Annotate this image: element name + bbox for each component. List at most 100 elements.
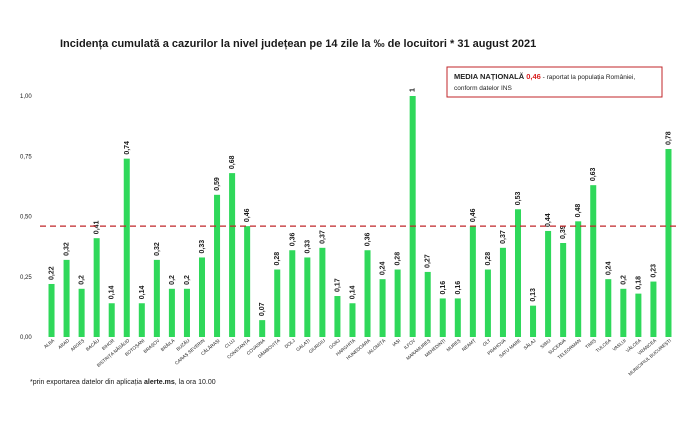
bar: [274, 269, 281, 337]
x-tick-label: OLT: [482, 338, 492, 347]
footnote-bold: alerte.ms: [144, 379, 175, 386]
note-prefix: MEDIA NAȚIONALĂ: [454, 72, 526, 81]
bar: [590, 185, 597, 337]
x-tick-label: BRAȘOV: [143, 337, 162, 354]
value-label: 0,33: [304, 240, 311, 254]
value-label: 0,14: [139, 286, 146, 300]
value-label: 0,32: [154, 242, 161, 256]
bar: [289, 250, 296, 337]
value-label: 0,74: [124, 141, 131, 155]
bar: [153, 259, 160, 337]
bar: [545, 230, 552, 337]
note-text: - raportat la populația României,: [541, 74, 635, 81]
footnote-text: *prin exportarea datelor din aplicația: [30, 379, 144, 386]
value-label: 0,37: [500, 230, 507, 244]
y-tick-label: 0,75: [20, 154, 32, 160]
y-tick-label: 0,00: [20, 335, 32, 341]
bar: [259, 320, 266, 337]
x-tick-label: TULCEA: [595, 337, 613, 353]
bar: [63, 259, 70, 337]
x-tick-label: SIBIU: [539, 338, 551, 350]
value-label: 0,28: [485, 252, 492, 266]
bar: [78, 288, 85, 337]
bar: [394, 269, 401, 337]
bar: [484, 269, 491, 337]
value-label: 0,2: [169, 275, 176, 285]
value-label: 0,13: [530, 288, 537, 302]
bar: [198, 257, 206, 337]
bar: [439, 298, 446, 337]
value-label: 0,23: [650, 264, 657, 278]
x-tick-label: BRĂILA: [159, 337, 176, 353]
value-label: 0,48: [575, 204, 582, 218]
value-label: 0,36: [289, 233, 296, 247]
value-label: 0,32: [64, 242, 71, 256]
bar: [93, 238, 100, 337]
value-label: 0,36: [365, 233, 372, 247]
bar: [108, 303, 115, 337]
x-tick-label: CLUJ: [224, 338, 236, 349]
value-label: 0,2: [620, 275, 627, 285]
chart-title: Incidența cumulată a cazurilor la nivel …: [60, 38, 536, 50]
bar: [499, 247, 506, 337]
bar: [364, 250, 371, 337]
value-label: 0,27: [425, 254, 432, 268]
value-label: 1: [410, 88, 417, 92]
y-axis: 0,00 0,25 0,50 0,75 1,00: [20, 94, 32, 341]
note-line1: MEDIA NAȚIONALĂ 0,46 - raportat la popul…: [454, 72, 635, 81]
bar: [214, 194, 221, 337]
x-tick-label: ARGEȘ: [70, 338, 86, 352]
value-label: 0,16: [455, 281, 462, 295]
value-label: 0,24: [605, 261, 612, 275]
x-tick-label: MUREȘ: [446, 338, 462, 352]
value-label: 0,53: [515, 192, 522, 206]
x-tick-label: SĂLAJ: [522, 337, 537, 351]
bar: [650, 281, 657, 337]
value-label: 0,28: [395, 252, 402, 266]
value-labels-group: 0,22 0,32 0,2 0,41 0,14 0,74 0,14 0,32 0,2 0,2 0,3…: [49, 88, 673, 316]
value-label: 0,2: [79, 275, 86, 285]
value-label: 0,16: [440, 281, 447, 295]
value-label: 0,44: [545, 213, 552, 227]
footnote-suffix: , la ora 10.00: [175, 379, 216, 386]
bar: [334, 296, 341, 337]
value-label: 0,18: [635, 276, 642, 290]
x-tick-label: NEAMȚ: [461, 338, 477, 352]
bar: [123, 158, 130, 337]
note-value: 0,46: [526, 72, 541, 81]
value-label: 0,28: [274, 252, 281, 266]
value-label: 0,2: [184, 275, 191, 285]
bar: [635, 293, 642, 337]
bar: [229, 173, 236, 337]
value-label: 0,14: [349, 286, 356, 300]
bar: [560, 243, 567, 337]
value-label: 0,22: [49, 266, 56, 280]
value-label: 0,46: [470, 208, 477, 222]
value-label: 0,78: [665, 131, 672, 145]
value-label: 0,07: [259, 302, 266, 316]
bar: [454, 298, 461, 337]
x-tick-label: GORJ: [328, 338, 341, 350]
value-label: 0,37: [319, 230, 326, 244]
bar: [424, 271, 431, 337]
x-tick-label: DOLJ: [284, 338, 296, 349]
bar: [514, 209, 522, 337]
bar: [304, 257, 311, 337]
footnote: *prin exportarea datelor din aplicația a…: [30, 379, 216, 386]
bar: [469, 226, 476, 337]
value-label: 0,17: [334, 278, 341, 292]
x-tick-label: BACĂU: [84, 337, 100, 352]
note-box: [446, 66, 663, 98]
bar: [244, 226, 251, 337]
value-label: 0,59: [214, 177, 221, 191]
note-line2: conform datelor INS: [454, 85, 512, 92]
x-tick-label: ALBA: [43, 337, 56, 349]
bars-group: [48, 96, 672, 337]
bar: [409, 96, 416, 337]
value-label: 0,33: [199, 240, 206, 254]
bar: [138, 303, 145, 337]
y-tick-label: 1,00: [20, 94, 32, 100]
national-average-note: MEDIA NAȚIONALĂ 0,46 - raportat la popul…: [446, 66, 663, 98]
